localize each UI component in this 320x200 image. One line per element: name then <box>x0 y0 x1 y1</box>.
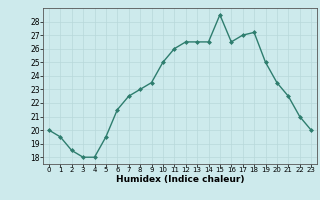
X-axis label: Humidex (Indice chaleur): Humidex (Indice chaleur) <box>116 175 244 184</box>
